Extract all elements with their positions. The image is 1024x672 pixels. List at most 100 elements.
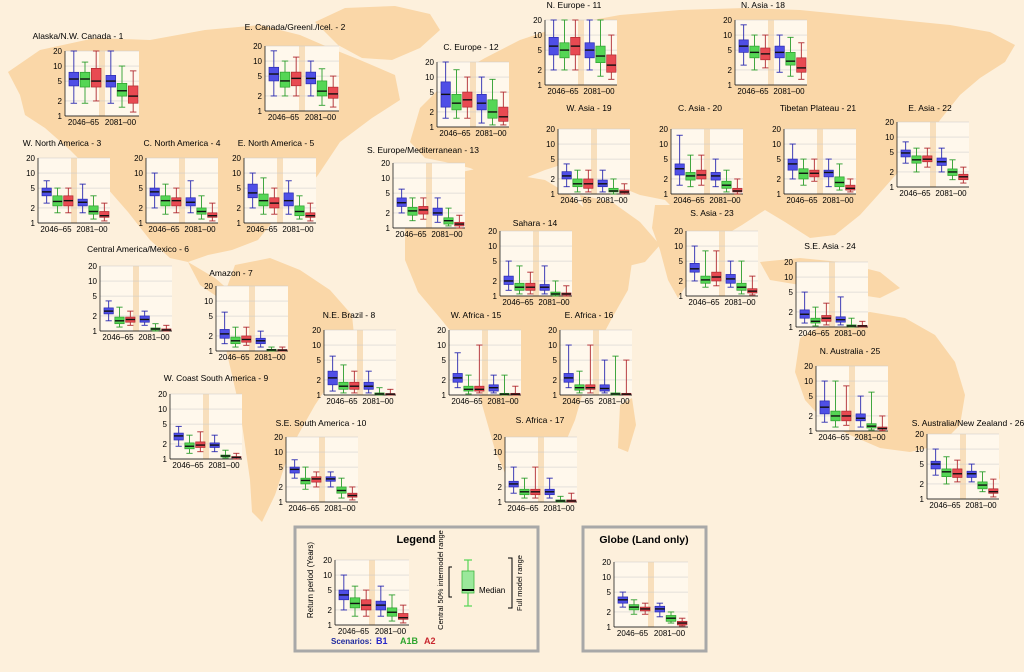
y-tick-label: 2 [551, 175, 556, 184]
y-tick-label: 10 [312, 341, 321, 350]
box-b1 [855, 413, 866, 422]
y-tick-label: 2 [777, 175, 782, 184]
y-tick-label: 1 [809, 427, 814, 436]
period-separator [426, 163, 432, 228]
y-tick-label: 10 [784, 273, 793, 282]
y-tick-label: 20 [546, 125, 555, 134]
period-separator [817, 129, 823, 194]
y-tick-label: 1 [386, 224, 391, 233]
region-panel: 1 2 5 10 20 2046–65 2081–00 [323, 556, 409, 636]
y-tick-label: 1 [58, 112, 63, 121]
period-label: 2081–00 [305, 113, 337, 122]
legend-full-bracket [508, 557, 513, 609]
period-label: 2046–65 [899, 189, 931, 198]
landmass [315, 6, 440, 60]
y-tick-label: 5 [279, 463, 284, 472]
legend-full-range: Full model range [515, 555, 524, 611]
region-title: E. Africa - 16 [565, 310, 614, 320]
box-b1 [823, 169, 834, 178]
period-label: 2081–00 [724, 298, 756, 307]
y-tick-label: 20 [53, 47, 62, 56]
region-title: Sahara - 14 [513, 218, 558, 228]
period-label: 2046–65 [395, 230, 427, 239]
box-a1b [572, 178, 583, 188]
y-tick-label: 1 [258, 107, 263, 116]
y-tick-label: 5 [728, 46, 733, 55]
y-tick-label: 2 [553, 376, 558, 385]
region-title: E. Canada/Greenl./Icel. - 2 [245, 22, 346, 32]
region-panel: 1 2 5 10 20 2046–65 2081–00 N. Europe - 11 [533, 0, 617, 96]
box-b1 [787, 158, 798, 171]
region-panel: 1 2 5 10 20 2046–65 2081–00 N.E. Brazil - 8 [312, 310, 396, 406]
box-a1b [941, 468, 952, 478]
y-tick-label: 5 [493, 257, 498, 266]
period-label: 2046–65 [68, 118, 100, 127]
box-a2 [171, 197, 182, 207]
period-label: 2046–65 [326, 397, 358, 406]
y-tick-label: 10 [381, 174, 390, 183]
period-label: 2081–00 [431, 230, 463, 239]
period-separator [930, 122, 936, 187]
y-tick-label: 1 [163, 455, 168, 464]
period-separator [538, 437, 544, 502]
region-title: Alaska/N.W. Canada - 1 [33, 31, 124, 41]
region-panel: 1 2 5 10 20 2046–65 2081–00 W. Coast South Amer… [158, 373, 268, 470]
y-tick-label: 5 [809, 392, 814, 401]
y-tick-label: 20 [915, 430, 924, 439]
region-title: C. Europe - 12 [443, 42, 499, 52]
legend-box-sample [461, 570, 475, 594]
y-tick-label: 2 [809, 412, 814, 421]
y-tick-label: 2 [430, 108, 435, 117]
y-tick-label: 2 [890, 168, 895, 177]
y-tick-label: 10 [804, 377, 813, 386]
y-tick-label: 10 [232, 169, 241, 178]
box-a2 [327, 86, 339, 99]
y-tick-label: 5 [498, 463, 503, 472]
box-b1 [930, 460, 941, 470]
y-tick-label: 5 [777, 155, 782, 164]
region-title: W. Asia - 19 [566, 103, 612, 113]
y-tick-label: 10 [772, 140, 781, 149]
box-a2 [498, 106, 509, 122]
scenario-b1-label: B1 [376, 636, 388, 646]
region-panel: 1 2 5 10 20 2046–65 2081–00 Amazon - 7 [204, 268, 288, 362]
box-a2 [796, 57, 807, 73]
y-tick-label: 1 [93, 327, 98, 336]
period-label: 2081–00 [596, 196, 628, 205]
region-title: Central America/Mexico - 6 [87, 244, 189, 254]
period-label: 2081–00 [362, 397, 394, 406]
region-panel: 1 2 5 10 20 2046–65 2081–00 S.E. South America … [274, 418, 367, 513]
region-panel: 1 2 5 10 20 2046–65 2081–00 [602, 558, 688, 638]
period-separator [369, 560, 375, 625]
y-tick-label: 10 [915, 445, 924, 454]
y-tick-label: 5 [209, 312, 214, 321]
y-tick-label: 20 [885, 118, 894, 127]
y-tick-label: 10 [533, 31, 542, 40]
period-separator [591, 129, 597, 194]
y-tick-label: 1 [553, 391, 558, 400]
period-label: 2081–00 [538, 298, 570, 307]
region-title: S. Australia/New Zealand - 26 [912, 418, 1024, 428]
region-panel: 1 2 5 10 20 2046–65 2081–00 E. Canada/Greenl./I… [245, 22, 346, 122]
region-title: N. Europe - 11 [547, 0, 602, 10]
y-tick-label: 10 [885, 133, 894, 142]
period-label: 2046–65 [737, 87, 769, 96]
y-tick-label: 2 [664, 175, 669, 184]
y-tick-label: 10 [437, 341, 446, 350]
y-tick-label: 20 [312, 326, 321, 335]
region-panel: 1 2 5 10 20 2046–65 2081–00 C. North America - … [134, 138, 221, 234]
period-separator [593, 330, 599, 395]
y-tick-label: 10 [323, 571, 332, 580]
period-label: 2081–00 [138, 333, 170, 342]
period-separator [357, 330, 363, 395]
y-tick-label: 1 [920, 495, 925, 504]
box-b1 [674, 163, 685, 176]
scenario-a1b-label: A1B [400, 636, 419, 646]
y-tick-label: 2 [317, 376, 322, 385]
y-tick-label: 1 [328, 621, 333, 630]
scenarios-label: Scenarios: [331, 637, 372, 646]
y-tick-label: 20 [784, 258, 793, 267]
period-label: 2046–65 [547, 87, 579, 96]
region-title: S. Africa - 17 [516, 415, 565, 425]
y-tick-label: 2 [93, 312, 98, 321]
